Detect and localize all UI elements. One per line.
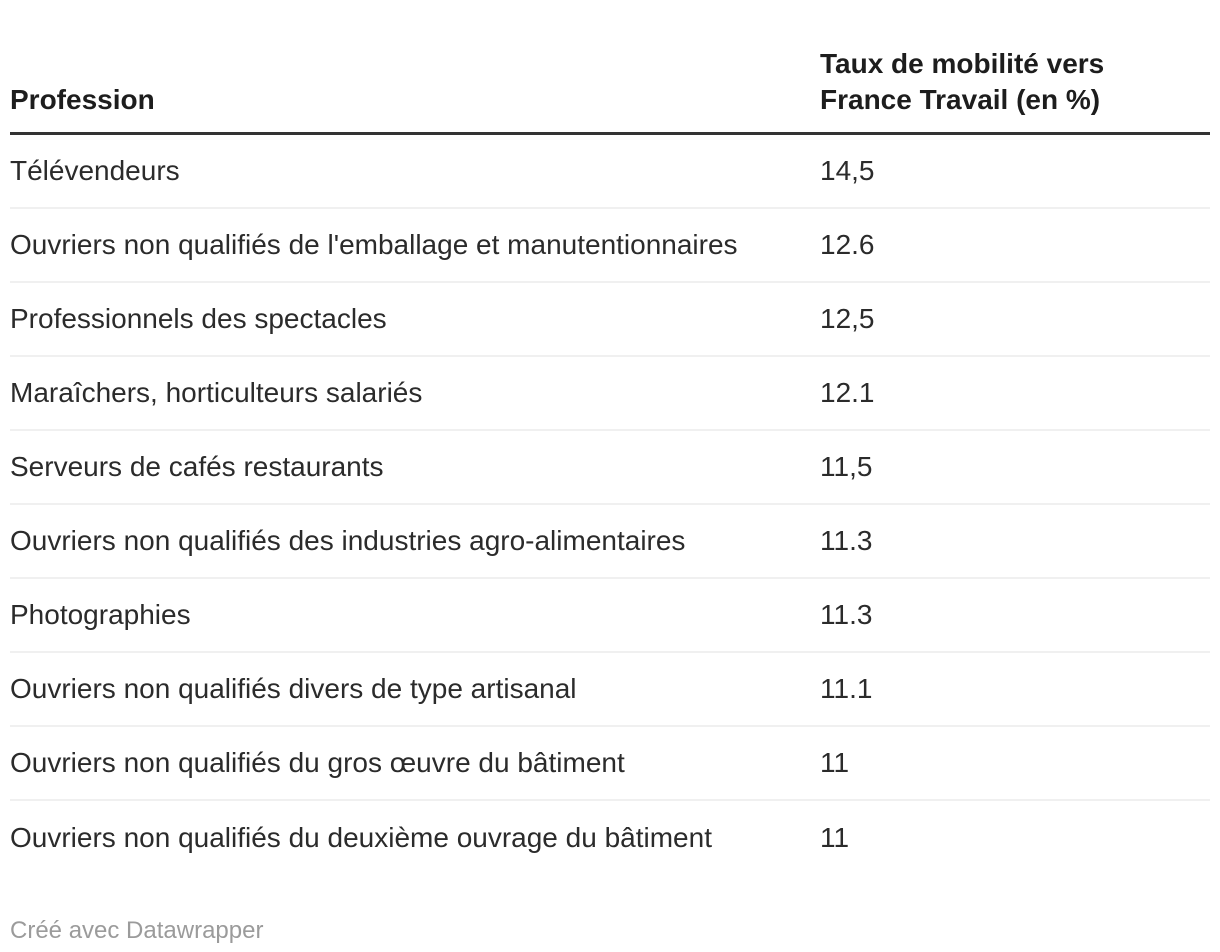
mobility-rate-cell: 12.6: [820, 229, 875, 260]
mobility-rate-cell: 11: [820, 747, 850, 778]
table-row: Maraîchers, horticulteurs salariés 12.1: [10, 357, 1210, 431]
profession-cell: Ouvriers non qualifiés du gros œuvre du …: [10, 747, 625, 778]
table-row: Ouvriers non qualifiés des industries ag…: [10, 505, 1210, 579]
table-header-row: Profession Taux de mobilité vers France …: [10, 0, 1210, 135]
table-row: Professionnels des spectacles 12,5: [10, 283, 1210, 357]
mobility-rate-cell: 11.1: [820, 673, 873, 704]
profession-cell: Télévendeurs: [10, 155, 180, 186]
datawrapper-credit-link[interactable]: Créé avec Datawrapper: [10, 917, 264, 944]
table-row: Serveurs de cafés restaurants 11,5: [10, 431, 1210, 505]
table-row: Télévendeurs 14,5: [10, 135, 1210, 209]
mobility-rate-cell: 11,5: [820, 451, 873, 482]
mobility-rate-cell: 11.3: [820, 525, 873, 556]
profession-cell: Maraîchers, horticulteurs salariés: [10, 377, 423, 408]
column-header-profession: Profession: [10, 84, 155, 115]
table-row: Photographies 11.3: [10, 579, 1210, 653]
mobility-rate-cell: 12.1: [820, 377, 875, 408]
mobility-rate-cell: 12,5: [820, 303, 875, 334]
profession-cell: Serveurs de cafés restaurants: [10, 451, 384, 482]
mobility-rate-cell: 11: [820, 822, 850, 853]
table-row: Ouvriers non qualifiés de l'emballage et…: [10, 209, 1210, 283]
mobility-rate-cell: 11.3: [820, 599, 873, 630]
profession-cell: Professionnels des spectacles: [10, 303, 387, 334]
column-header-mobility-rate: Taux de mobilité vers France Travail (en…: [820, 48, 1105, 115]
table-row: Ouvriers non qualifiés divers de type ar…: [10, 653, 1210, 727]
profession-cell: Ouvriers non qualifiés des industries ag…: [10, 525, 686, 556]
profession-cell: Ouvriers non qualifiés divers de type ar…: [10, 673, 577, 704]
profession-cell: Ouvriers non qualifiés du deuxième ouvra…: [10, 822, 712, 853]
profession-cell: Ouvriers non qualifiés de l'emballage et…: [10, 229, 738, 260]
table-body: Télévendeurs 14,5 Ouvriers non qualifiés d…: [10, 135, 1210, 875]
profession-cell: Photographies: [10, 599, 191, 630]
table-row: Ouvriers non qualifiés du deuxième ouvra…: [10, 801, 1210, 875]
table-row: Ouvriers non qualifiés du gros œuvre du …: [10, 727, 1210, 801]
mobility-rate-cell: 14,5: [820, 155, 875, 186]
